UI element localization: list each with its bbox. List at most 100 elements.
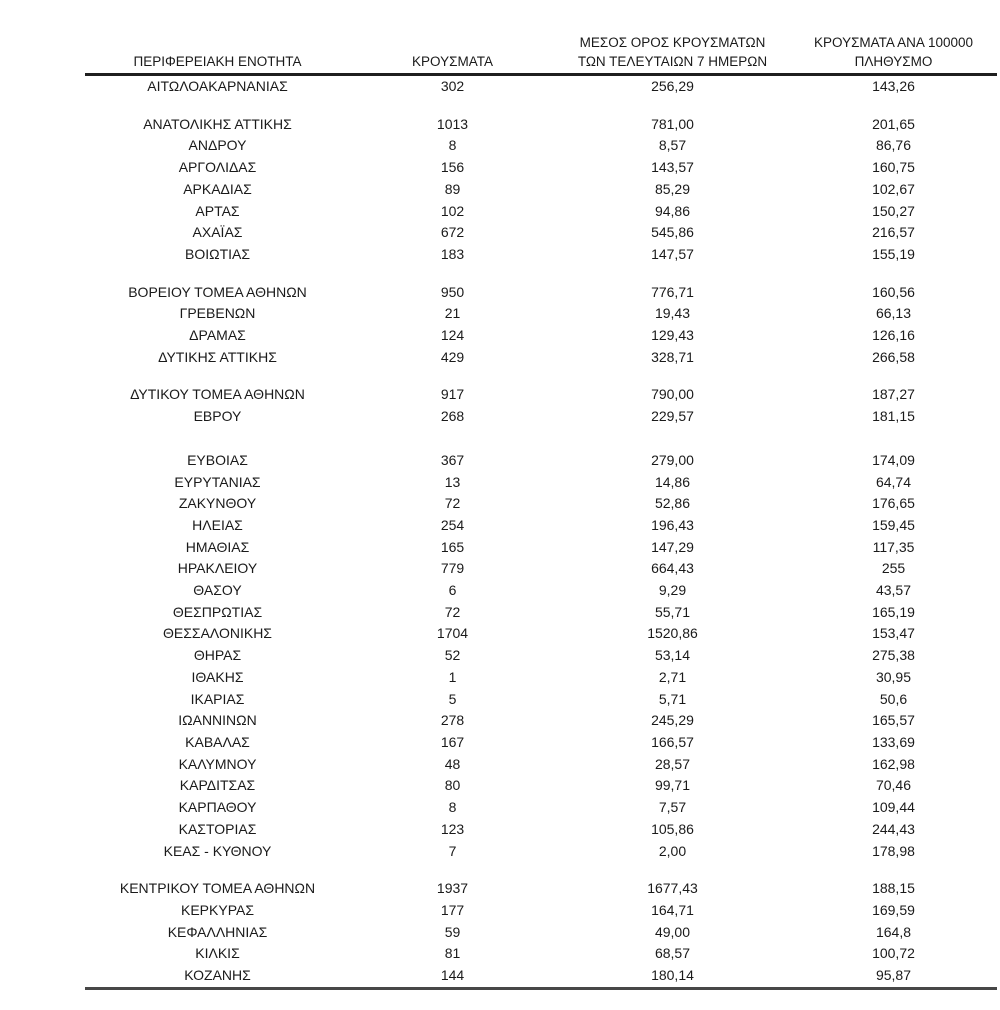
value-cell: 94,86 xyxy=(654,202,691,219)
region-name-cell: ΚΕΦΑΛΛΗΝΙΑΣ xyxy=(167,923,268,940)
table-row: ΗΡΑΚΛΕΙΟΥ 779 664,43 255 xyxy=(85,558,997,580)
value-cell: 109,44 xyxy=(872,799,915,816)
value-cell: 181,15 xyxy=(872,408,915,425)
column-header-line: ΚΡΟΥΣΜΑΤΑ xyxy=(412,54,493,69)
value-cell: 278 xyxy=(440,712,465,729)
group-spacer xyxy=(85,428,997,450)
value-cell: 164,71 xyxy=(651,901,694,918)
value-cell: 123 xyxy=(440,820,465,837)
table-row: ΚΕΦΑΛΛΗΝΙΑΣ 59 49,00 164,8 xyxy=(85,922,997,944)
region-name-cell: ΚΑΡΠΑΘΟΥ xyxy=(178,799,257,816)
column-header-line: ΤΩΝ ΤΕΛΕΥΤΑΙΩΝ 7 ΗΜΕΡΩΝ xyxy=(577,54,768,69)
value-cell: 165 xyxy=(440,538,465,555)
region-name-cell: ΘΕΣΣΑΛΟΝΙΚΗΣ xyxy=(163,625,272,642)
value-cell: 160,75 xyxy=(872,159,915,176)
value-cell: 129,43 xyxy=(651,327,694,344)
value-cell: 160,56 xyxy=(872,283,915,300)
table-row: ΖΑΚΥΝΘΟΥ 72 52,86 176,65 xyxy=(85,493,997,515)
value-cell: 66,13 xyxy=(875,305,912,322)
value-cell: 328,71 xyxy=(651,348,694,365)
value-cell: 13 xyxy=(444,473,461,490)
region-name-cell: ΔΡΑΜΑΣ xyxy=(189,327,246,344)
value-cell: 183 xyxy=(440,245,465,262)
region-name-cell: ΒΟΙΩΤΙΑΣ xyxy=(184,245,251,262)
value-cell: 1013 xyxy=(436,115,469,132)
value-cell: 268 xyxy=(440,408,465,425)
value-cell: 187,27 xyxy=(872,386,915,403)
table-row: ΘΑΣΟΥ 6 9,29 43,57 xyxy=(85,580,997,602)
region-name-cell: ΕΥΒΟΙΑΣ xyxy=(187,451,248,468)
value-cell: 72 xyxy=(444,603,461,620)
table-row: ΗΜΑΘΙΑΣ 165 147,29 117,35 xyxy=(85,537,997,559)
value-cell: 5 xyxy=(448,690,457,707)
value-cell: 159,45 xyxy=(872,516,915,533)
value-cell: 72 xyxy=(444,495,461,512)
value-cell: 124 xyxy=(440,327,465,344)
value-cell: 2,71 xyxy=(658,668,687,685)
table-header-row: ΠΕΡΙΦΕΡΕΙΑΚΗ ΕΝΟΤΗΤΑ ΚΡΟΥΣΜΑΤΑ ΜΕΣΟΣ ΟΡΟΣ … xyxy=(85,33,997,76)
value-cell: 133,69 xyxy=(872,733,915,750)
value-cell: 180,14 xyxy=(651,967,694,984)
value-cell: 8,57 xyxy=(658,137,687,154)
region-name-cell: ΚΕΑΣ - ΚΥΘΝΟΥ xyxy=(163,842,272,859)
value-cell: 19,43 xyxy=(654,305,691,322)
value-cell: 201,65 xyxy=(872,115,915,132)
group-spacer-cell xyxy=(85,428,997,450)
table-row: ΑΝΔΡΟΥ 8 8,57 86,76 xyxy=(85,135,997,157)
value-cell: 169,59 xyxy=(872,901,915,918)
value-cell: 7 xyxy=(448,842,457,859)
value-cell: 216,57 xyxy=(872,224,915,241)
table-row: ΔΥΤΙΚΗΣ ΑΤΤΙΚΗΣ 429 328,71 266,58 xyxy=(85,347,997,369)
value-cell: 917 xyxy=(440,386,465,403)
value-cell: 188,15 xyxy=(872,880,915,897)
value-cell: 429 xyxy=(440,348,465,365)
value-cell: 176,65 xyxy=(872,495,915,512)
value-cell: 52 xyxy=(444,647,461,664)
region-name-cell: ΑΡΤΑΣ xyxy=(195,202,240,219)
value-cell: 70,46 xyxy=(875,777,912,794)
value-cell: 117,35 xyxy=(872,538,915,555)
group-spacer-cell xyxy=(85,266,997,282)
table-row: ΑΧΑΪΑΣ 672 545,86 216,57 xyxy=(85,222,997,244)
value-cell: 49,00 xyxy=(654,923,691,940)
value-cell: 229,57 xyxy=(651,408,694,425)
table-row: ΘΕΣΣΑΛΟΝΙΚΗΣ 1704 1520,86 153,47 xyxy=(85,623,997,645)
value-cell: 99,71 xyxy=(654,777,691,794)
value-cell: 5,71 xyxy=(658,690,687,707)
value-cell: 147,29 xyxy=(651,538,694,555)
table-row: ΙΩΑΝΝΙΝΩΝ 278 245,29 165,57 xyxy=(85,710,997,732)
region-name-cell: ΚΙΛΚΙΣ xyxy=(195,945,240,962)
table-row: ΔΡΑΜΑΣ 124 129,43 126,16 xyxy=(85,325,997,347)
value-cell: 164,8 xyxy=(875,923,912,940)
value-cell: 244,43 xyxy=(872,820,915,837)
value-cell: 178,98 xyxy=(872,842,915,859)
value-cell: 102 xyxy=(440,202,465,219)
value-cell: 177 xyxy=(440,901,465,918)
value-cell: 950 xyxy=(440,283,465,300)
value-cell: 53,14 xyxy=(654,647,691,664)
group-spacer xyxy=(85,98,997,114)
table-row: ΚΑΣΤΟΡΙΑΣ 123 105,86 244,43 xyxy=(85,819,997,841)
value-cell: 144 xyxy=(440,967,465,984)
region-name-cell: ΒΟΡΕΙΟΥ ΤΟΜΕΑ ΑΘΗΝΩΝ xyxy=(128,283,307,300)
value-cell: 105,86 xyxy=(651,820,694,837)
region-name-cell: ΙΚΑΡΙΑΣ xyxy=(190,690,245,707)
value-cell: 28,57 xyxy=(654,755,691,772)
value-cell: 52,86 xyxy=(654,495,691,512)
value-cell: 6 xyxy=(448,582,457,599)
group-spacer xyxy=(85,368,997,384)
value-cell: 165,57 xyxy=(872,712,915,729)
value-cell: 790,00 xyxy=(651,386,694,403)
column-header-line: ΠΛΗΘΥΣΜΟ xyxy=(854,54,933,69)
value-cell: 43,57 xyxy=(875,582,912,599)
region-name-cell: ΚΑΣΤΟΡΙΑΣ xyxy=(178,820,257,837)
value-cell: 7,57 xyxy=(658,799,687,816)
region-name-cell: ΚΟΖΑΝΗΣ xyxy=(184,967,251,984)
region-name-cell: ΑΝΑΤΟΛΙΚΗΣ ΑΤΤΙΚΗΣ xyxy=(143,115,292,132)
value-cell: 1520,86 xyxy=(647,625,698,642)
value-cell: 8 xyxy=(448,799,457,816)
column-header-line: ΚΡΟΥΣΜΑΤΑ ΑΝΑ 100000 xyxy=(814,35,973,50)
value-cell: 245,29 xyxy=(651,712,694,729)
value-cell: 143,57 xyxy=(651,159,694,176)
value-cell: 196,43 xyxy=(651,516,694,533)
